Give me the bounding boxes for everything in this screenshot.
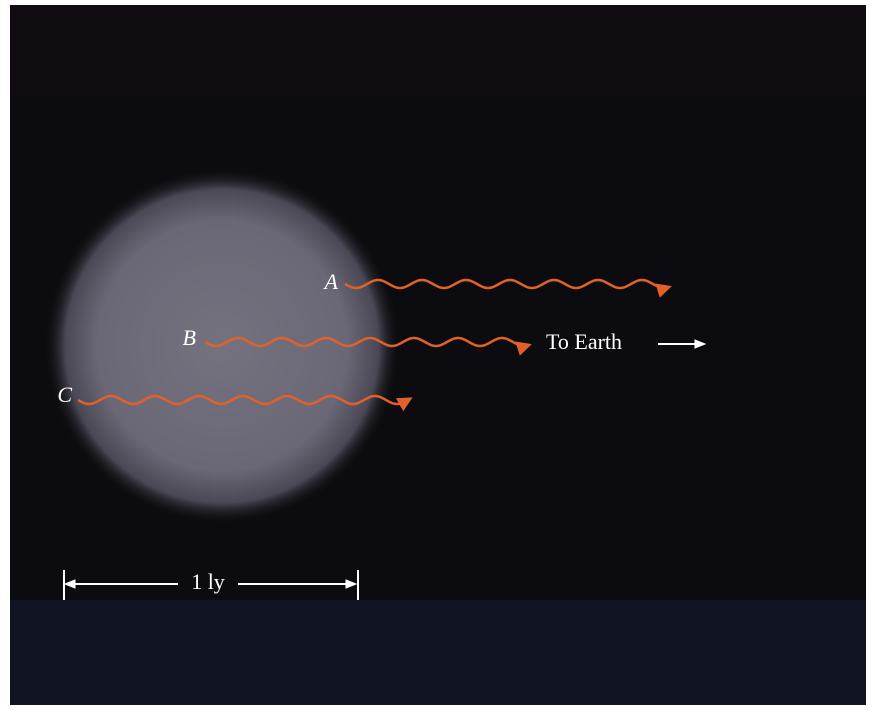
ray-label: B bbox=[183, 325, 196, 350]
bottom-band bbox=[10, 600, 866, 705]
diagram: A B C To Earth 1 ly bbox=[0, 0, 875, 713]
scale-label: 1 ly bbox=[191, 569, 225, 594]
ray-label: C bbox=[57, 382, 72, 407]
top-band bbox=[10, 5, 866, 95]
to-earth-label: To Earth bbox=[546, 329, 622, 354]
ray-label: A bbox=[323, 269, 339, 294]
